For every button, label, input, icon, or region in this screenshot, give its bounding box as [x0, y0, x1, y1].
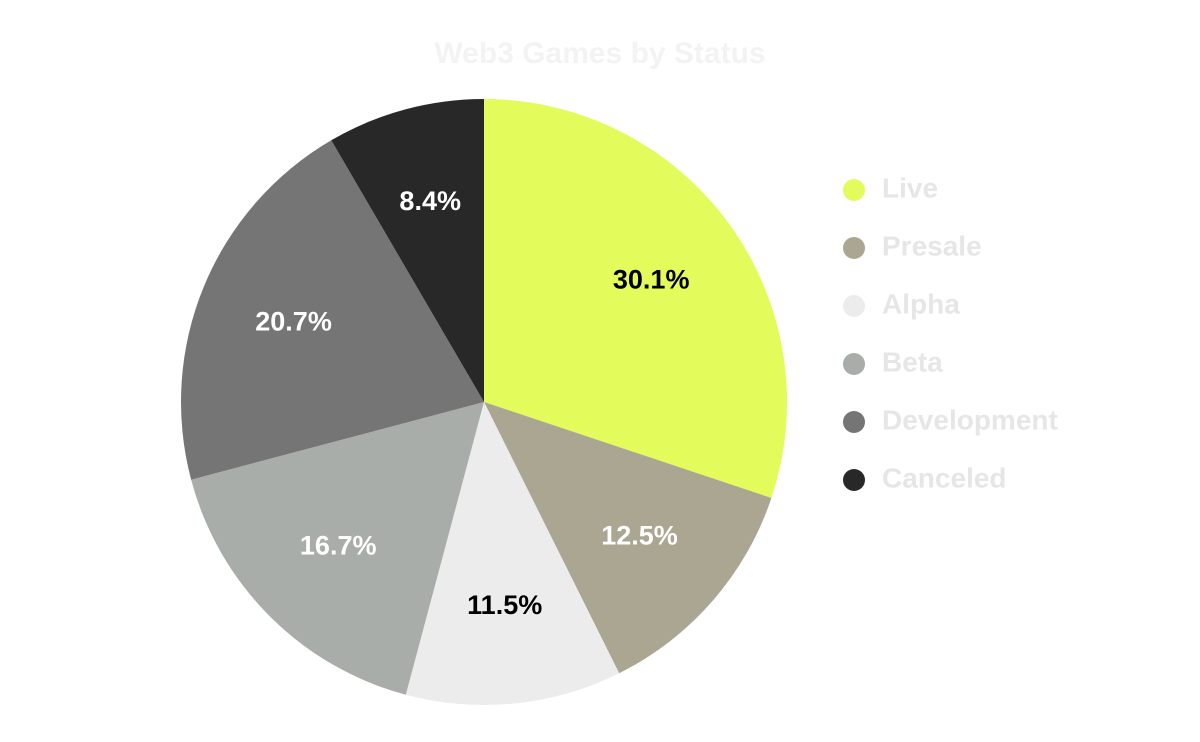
legend-marker: [843, 237, 865, 259]
legend-label: Presale: [882, 230, 982, 261]
pie-slice: [484, 99, 788, 498]
slice-label: 12.5%: [601, 520, 678, 550]
pie-slice: [331, 99, 484, 402]
chart-title: Web3 Games by Status: [434, 37, 765, 70]
slice-label: 16.7%: [300, 531, 377, 561]
slice-label: 30.1%: [613, 265, 690, 295]
legend-marker: [843, 295, 865, 317]
legend-label: Live: [882, 172, 938, 203]
legend-label: Alpha: [882, 288, 960, 319]
slice-label: 8.4%: [399, 186, 461, 216]
legend-marker: [843, 469, 865, 491]
legend-marker: [843, 411, 865, 433]
legend-marker: [843, 179, 865, 201]
pie-slice: [405, 402, 620, 705]
slice-label: 20.7%: [255, 307, 332, 337]
legend-label: Development: [882, 404, 1058, 435]
legend-marker: [843, 353, 865, 375]
legend-label: Canceled: [882, 462, 1007, 493]
legend-label: Beta: [882, 346, 943, 377]
pie-slice: [484, 402, 772, 674]
slice-label: 11.5%: [467, 590, 542, 620]
pie-slice: [181, 140, 485, 480]
pie-slice: [191, 402, 484, 695]
